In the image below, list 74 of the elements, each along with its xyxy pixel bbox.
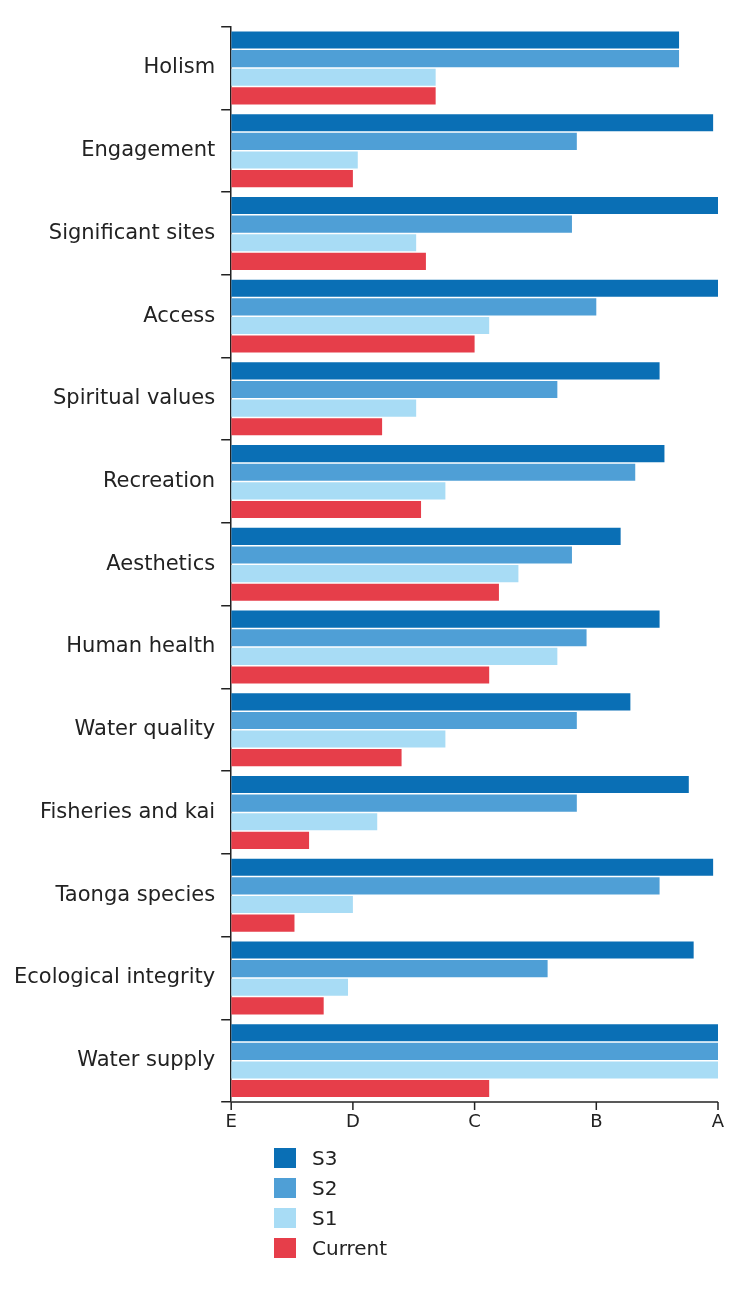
bar bbox=[231, 858, 714, 876]
bar bbox=[231, 132, 577, 150]
text: D bbox=[345, 1109, 360, 1131]
bar bbox=[231, 1042, 718, 1060]
bar bbox=[231, 794, 577, 812]
bar bbox=[231, 362, 660, 380]
bar bbox=[231, 941, 694, 959]
bar bbox=[231, 380, 558, 399]
bar bbox=[231, 527, 621, 545]
y-tick-label: Engagement bbox=[81, 137, 216, 162]
bar bbox=[231, 813, 378, 831]
bar bbox=[231, 666, 490, 684]
bar bbox=[231, 445, 665, 463]
legend-label: S2 bbox=[312, 1176, 338, 1200]
bar bbox=[231, 170, 353, 188]
y-tick-label: Fisheries and kai bbox=[39, 798, 216, 823]
bar bbox=[231, 215, 572, 233]
bar bbox=[231, 1024, 718, 1042]
bar bbox=[231, 565, 519, 583]
bar bbox=[231, 1061, 718, 1079]
y-tick-label: Water quality bbox=[74, 716, 216, 741]
bar bbox=[231, 252, 426, 270]
bar bbox=[231, 749, 402, 767]
bar bbox=[231, 711, 577, 729]
bar bbox=[231, 463, 636, 481]
y-tick-label: Spiritual values bbox=[53, 385, 216, 410]
y-tick-label: Significant sites bbox=[48, 219, 216, 244]
y-tick-label: Water supply bbox=[77, 1047, 216, 1072]
y-tick-label: Holism bbox=[143, 54, 216, 79]
bar bbox=[231, 730, 446, 748]
bar bbox=[231, 647, 558, 665]
bar bbox=[231, 151, 358, 169]
y-tick-label: Recreation bbox=[102, 468, 216, 493]
bar bbox=[231, 960, 548, 978]
bar bbox=[231, 831, 310, 849]
y-tick-label: Access bbox=[143, 302, 216, 327]
bar bbox=[231, 279, 718, 297]
y-tick-label: Human health bbox=[66, 633, 216, 658]
legend-label: S3 bbox=[312, 1146, 338, 1170]
bar bbox=[231, 196, 718, 215]
bar bbox=[231, 693, 631, 711]
legend-label: S1 bbox=[312, 1206, 338, 1230]
bar bbox=[231, 114, 714, 132]
bar bbox=[231, 895, 353, 914]
bar bbox=[231, 335, 475, 353]
bar bbox=[231, 500, 422, 519]
text: B bbox=[590, 1109, 603, 1131]
bar bbox=[231, 914, 295, 932]
bar bbox=[231, 546, 572, 564]
bar bbox=[231, 87, 436, 105]
bar bbox=[231, 482, 446, 500]
y-tick-label: Aesthetics bbox=[106, 550, 216, 575]
bar bbox=[231, 316, 490, 334]
y-tick-label: Ecological integrity bbox=[13, 964, 216, 989]
bar bbox=[231, 399, 417, 417]
bar bbox=[231, 978, 349, 996]
bar bbox=[231, 31, 680, 49]
text: A bbox=[711, 1109, 725, 1131]
bar bbox=[231, 418, 383, 436]
bar bbox=[231, 298, 597, 316]
bar bbox=[231, 610, 660, 628]
legend-label: Current bbox=[312, 1236, 388, 1260]
bar bbox=[231, 583, 499, 601]
bar bbox=[231, 997, 324, 1015]
bar bbox=[231, 629, 587, 647]
bar bbox=[231, 1080, 490, 1098]
bar bbox=[231, 50, 680, 68]
text: C bbox=[468, 1109, 481, 1131]
y-tick-label: Taonga species bbox=[54, 881, 216, 906]
bar bbox=[231, 775, 689, 794]
bar bbox=[231, 877, 660, 895]
bar bbox=[231, 68, 436, 86]
text: E bbox=[225, 1109, 237, 1131]
bar bbox=[231, 234, 417, 252]
